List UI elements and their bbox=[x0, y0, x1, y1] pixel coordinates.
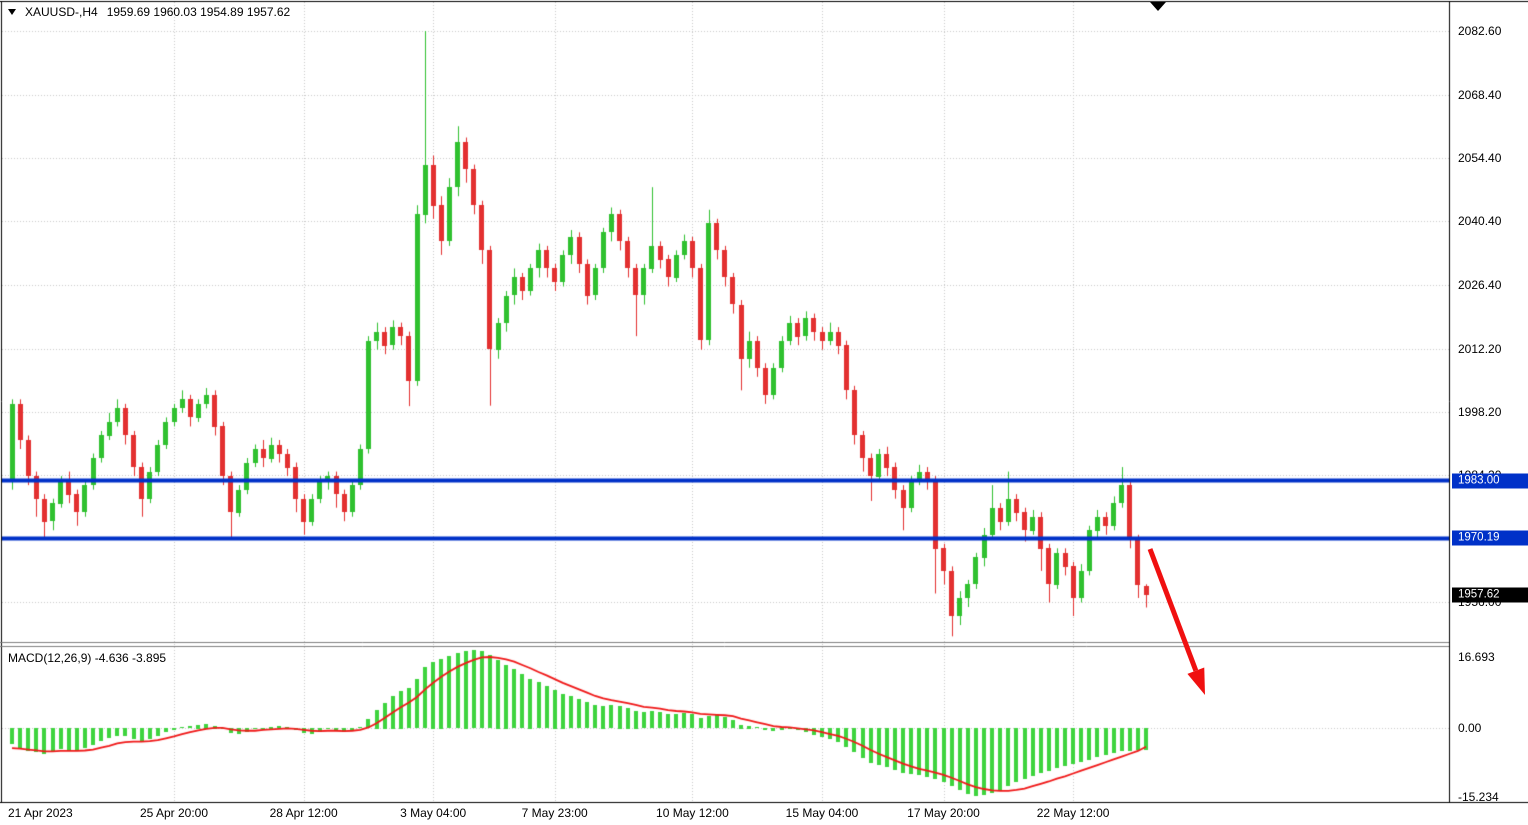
macd-tick: -15.234 bbox=[1458, 790, 1499, 804]
chart-legend: XAUUSD-,H4 1959.69 1960.03 1954.89 1957.… bbox=[8, 5, 290, 19]
support-level-badge: 1970.19 bbox=[1452, 530, 1528, 546]
symbol-timeframe-label: XAUUSD-,H4 bbox=[25, 5, 98, 19]
price-tick: 2068.40 bbox=[1458, 88, 1502, 103]
time-tick: 25 Apr 20:00 bbox=[139, 806, 209, 820]
macd-tick: 0.00 bbox=[1458, 721, 1482, 736]
price-tick: 2012.20 bbox=[1458, 341, 1502, 356]
symbol-dropdown-icon[interactable] bbox=[8, 9, 16, 15]
time-tick: 3 May 04:00 bbox=[400, 806, 467, 820]
time-tick: 10 May 12:00 bbox=[656, 806, 729, 820]
time-tick: 28 Apr 12:00 bbox=[269, 806, 338, 820]
price-tick: 2040.40 bbox=[1458, 214, 1502, 229]
time-tick: 7 May 23:00 bbox=[521, 806, 588, 820]
time-axis[interactable]: 21 Apr 2023 25 Apr 20:00 28 Apr 12:00 3 May… bbox=[0, 806, 1450, 824]
price-axis[interactable]: 1983.00 1970.19 1957.62 2082.60 2068.40 20… bbox=[1452, 0, 1528, 804]
time-tick: 15 May 04:00 bbox=[785, 806, 859, 820]
price-tick: 2026.40 bbox=[1458, 277, 1502, 292]
time-tick: 17 May 20:00 bbox=[907, 806, 980, 820]
macd-indicator-label: MACD(12,26,9) -4.636 -3.895 bbox=[8, 651, 167, 665]
chart-shift-marker-icon[interactable] bbox=[1150, 2, 1166, 11]
current-price-badge: 1957.62 bbox=[1452, 587, 1528, 603]
ohlc-values: 1959.69 1960.03 1954.89 1957.62 bbox=[106, 5, 291, 19]
macd-tick: 16.693 bbox=[1458, 650, 1495, 664]
time-tick: 21 Apr 2023 bbox=[8, 806, 73, 820]
price-tick: 1998.20 bbox=[1458, 404, 1502, 419]
time-tick: 22 May 12:00 bbox=[1036, 806, 1110, 820]
price-tick: 2082.60 bbox=[1458, 24, 1502, 38]
price-tick: 2054.40 bbox=[1458, 151, 1502, 166]
resistance-level-badge: 1983.00 bbox=[1452, 473, 1528, 489]
